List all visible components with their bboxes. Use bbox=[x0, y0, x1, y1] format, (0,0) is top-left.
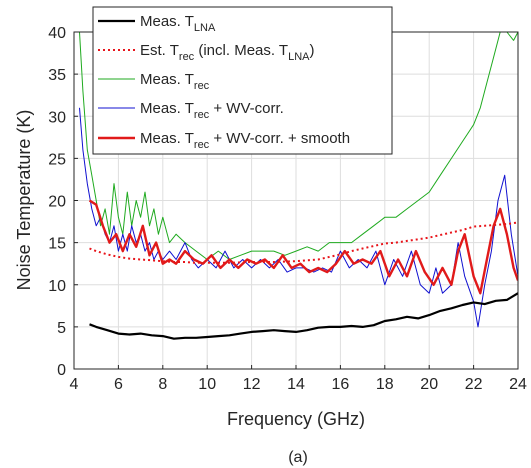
legend-text-part: rec bbox=[179, 51, 195, 63]
legend-text-part: ) bbox=[310, 42, 315, 59]
y-tick-label: 20 bbox=[48, 194, 66, 211]
x-tick-label: 20 bbox=[420, 376, 438, 393]
x-axis-label: Frequency (GHz) bbox=[227, 409, 365, 429]
y-tick-label: 30 bbox=[48, 109, 66, 126]
y-tick-label: 0 bbox=[57, 362, 66, 379]
x-tick-label: 8 bbox=[158, 376, 167, 393]
legend-entry: Meas. TLNA bbox=[140, 13, 216, 34]
x-tick-label: 24 bbox=[509, 376, 527, 393]
series-group bbox=[79, 32, 518, 340]
legend-entry: Meas. Trec bbox=[140, 71, 210, 92]
legend-entry: Meas. Trec + WV-corr. bbox=[140, 100, 284, 121]
x-tick-label: 22 bbox=[465, 376, 483, 393]
legend-text-part: Meas. T bbox=[140, 13, 194, 30]
legend-text-part: Est. T bbox=[140, 42, 179, 59]
y-tick-label: 25 bbox=[48, 151, 66, 168]
x-tick-label: 18 bbox=[376, 376, 394, 393]
x-tick-label: 14 bbox=[287, 376, 305, 393]
x-tick-label: 6 bbox=[114, 376, 123, 393]
legend-text-part: (incl. Meas. T bbox=[194, 42, 288, 59]
x-tick-label: 16 bbox=[332, 376, 350, 393]
ticks: 4 6 8 10 12 14 16 18 20 22 24 0 5 10 15 20 25 30 35 40 bbox=[48, 25, 527, 393]
figure-caption: (a) bbox=[288, 449, 308, 466]
legend-entry: Est. Trec (incl. Meas. TLNA) bbox=[140, 42, 315, 63]
legend-text-part: Meas. T bbox=[140, 100, 194, 117]
legend-text-part: rec bbox=[194, 139, 210, 151]
y-tick-label: 10 bbox=[48, 278, 66, 295]
legend-entry: Meas. Trec + WV-corr. + smooth bbox=[140, 130, 350, 151]
legend-text-part: rec bbox=[194, 80, 210, 92]
y-tick-label: 5 bbox=[57, 320, 66, 337]
x-tick-label: 12 bbox=[243, 376, 261, 393]
x-tick-label: 10 bbox=[198, 376, 216, 393]
legend-text-part: + WV-corr. bbox=[209, 100, 284, 117]
y-tick-label: 35 bbox=[48, 67, 66, 84]
legend-text-part: LNA bbox=[194, 22, 216, 34]
legend-text-part: LNA bbox=[288, 51, 310, 63]
y-tick-label: 40 bbox=[48, 25, 66, 42]
series-line-4 bbox=[88, 199, 518, 295]
series-line-2 bbox=[79, 32, 518, 260]
legend-text-part: Meas. T bbox=[140, 71, 194, 88]
legend-text-part: Meas. T bbox=[140, 130, 194, 147]
series-line-0 bbox=[89, 292, 518, 340]
y-tick-label: 15 bbox=[48, 236, 66, 253]
x-tick-label: 4 bbox=[70, 376, 79, 393]
legend-box bbox=[92, 6, 393, 155]
y-axis-label: Noise Temperature (K) bbox=[14, 110, 34, 291]
series-line-1 bbox=[89, 221, 518, 264]
legend-text-part: + WV-corr. + smooth bbox=[209, 130, 350, 147]
legend-text-part: rec bbox=[194, 109, 210, 121]
